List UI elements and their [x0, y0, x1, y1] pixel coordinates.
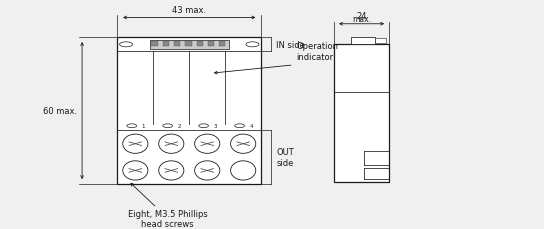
Text: 2: 2: [177, 124, 181, 129]
Circle shape: [246, 43, 259, 48]
Ellipse shape: [159, 161, 184, 180]
Bar: [351, 38, 375, 44]
Ellipse shape: [231, 161, 256, 180]
Bar: [174, 42, 180, 47]
Circle shape: [163, 124, 172, 128]
Bar: [150, 41, 229, 49]
Text: Eight, M3.5 Phillips
head screws: Eight, M3.5 Phillips head screws: [128, 209, 208, 228]
Bar: [186, 42, 191, 47]
Text: 24: 24: [356, 12, 367, 21]
Bar: [208, 42, 214, 47]
Bar: [151, 42, 158, 47]
Bar: [163, 42, 169, 47]
Text: 4: 4: [249, 124, 253, 129]
Circle shape: [234, 124, 244, 128]
Text: max.: max.: [352, 15, 371, 24]
Circle shape: [127, 124, 137, 128]
Bar: [196, 42, 203, 47]
Circle shape: [120, 43, 133, 48]
Ellipse shape: [123, 161, 148, 180]
Bar: [219, 42, 225, 47]
Text: 1: 1: [141, 124, 145, 129]
Circle shape: [199, 124, 208, 128]
Bar: [118, 38, 261, 184]
Text: 43 max.: 43 max.: [172, 6, 206, 15]
Ellipse shape: [195, 134, 220, 154]
Bar: [375, 39, 386, 44]
Text: IN side: IN side: [276, 41, 305, 50]
Text: 60 max.: 60 max.: [42, 107, 77, 116]
Ellipse shape: [231, 134, 256, 154]
Ellipse shape: [123, 134, 148, 154]
Ellipse shape: [195, 161, 220, 180]
Ellipse shape: [159, 134, 184, 154]
Text: Operation
indicator: Operation indicator: [296, 42, 338, 61]
Text: 3: 3: [213, 124, 217, 129]
Bar: [335, 44, 388, 182]
Text: OUT
side: OUT side: [276, 148, 294, 167]
